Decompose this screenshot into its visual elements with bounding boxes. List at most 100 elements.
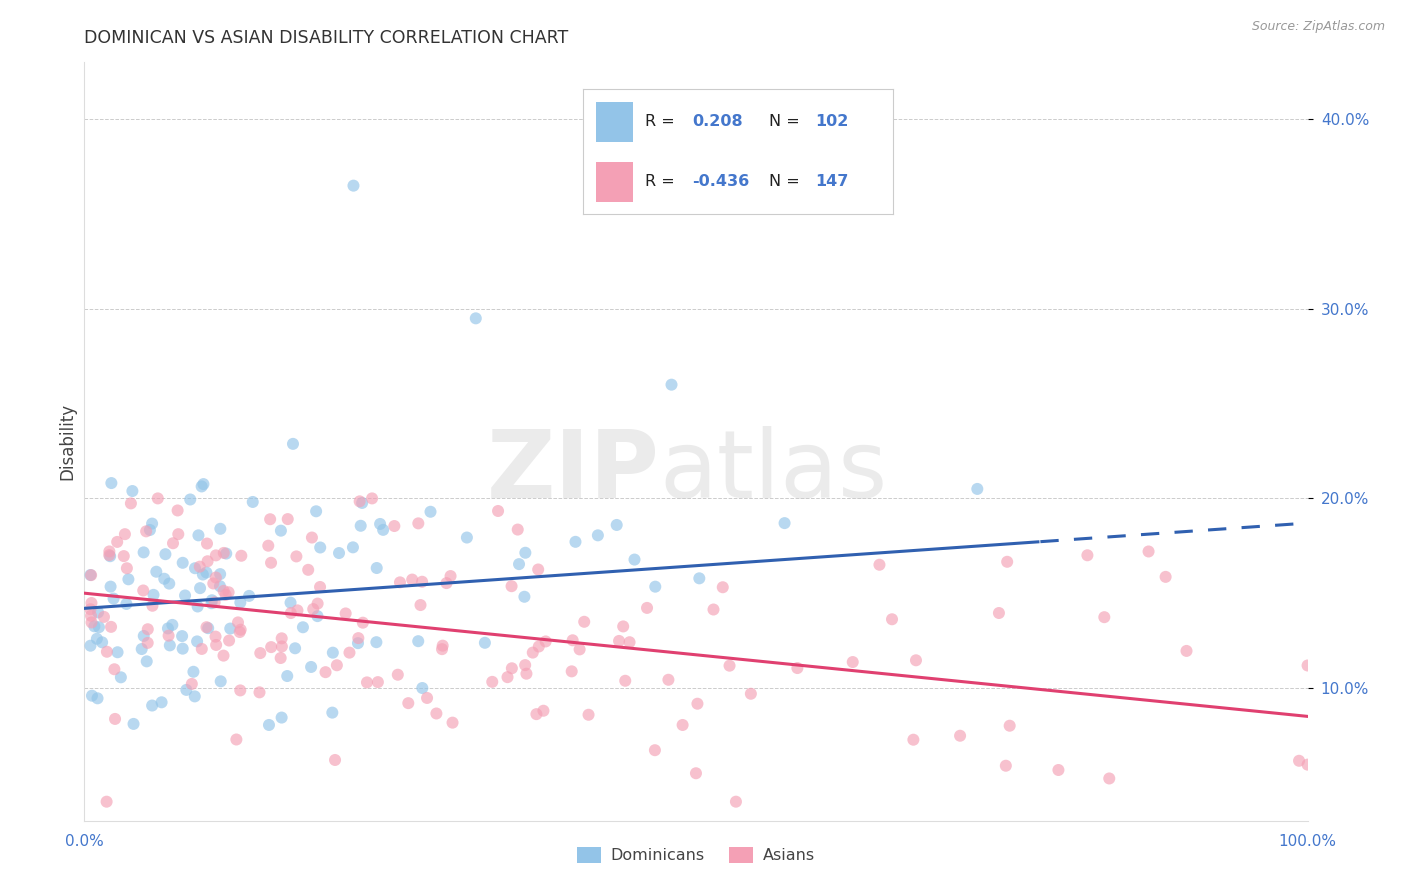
- Point: [270, 651, 292, 665]
- Point: [188, 559, 211, 574]
- Point: [229, 623, 252, 637]
- Point: [987, 606, 1010, 620]
- Point: [100, 620, 122, 634]
- Point: [614, 673, 637, 688]
- Point: [966, 482, 988, 496]
- Point: [166, 503, 188, 517]
- Point: [87, 620, 110, 634]
- Point: [786, 661, 808, 675]
- Bar: [596, 102, 633, 142]
- Point: [270, 632, 292, 646]
- Point: [167, 527, 190, 541]
- Point: [98, 544, 121, 558]
- Y-axis label: Disability: Disability: [58, 403, 76, 480]
- Point: [388, 575, 411, 590]
- Point: [718, 658, 741, 673]
- Text: R =: R =: [645, 114, 681, 129]
- Point: [98, 549, 121, 564]
- Point: [270, 710, 292, 724]
- Point: [257, 718, 280, 732]
- Point: [225, 732, 247, 747]
- Point: [347, 631, 370, 645]
- Point: [352, 615, 374, 630]
- Point: [107, 645, 129, 659]
- Point: [136, 636, 159, 650]
- Point: [218, 585, 240, 599]
- Point: [342, 541, 364, 555]
- Point: [508, 557, 530, 571]
- Point: [112, 549, 135, 563]
- Point: [205, 638, 228, 652]
- Point: [231, 549, 253, 563]
- Point: [315, 665, 337, 680]
- Point: [277, 512, 299, 526]
- Point: [209, 567, 232, 582]
- Point: [299, 660, 322, 674]
- Point: [342, 178, 364, 193]
- Point: [361, 491, 384, 506]
- Point: [172, 641, 194, 656]
- Point: [195, 566, 218, 580]
- Point: [79, 639, 101, 653]
- Point: [141, 516, 163, 531]
- Point: [145, 565, 167, 579]
- Point: [773, 516, 796, 530]
- Point: [686, 697, 709, 711]
- Point: [284, 641, 307, 656]
- Point: [307, 609, 329, 624]
- Point: [515, 546, 537, 560]
- Point: [184, 690, 207, 704]
- Point: [1098, 772, 1121, 786]
- Point: [534, 634, 557, 648]
- Point: [408, 516, 430, 531]
- Point: [157, 576, 180, 591]
- Text: R =: R =: [645, 174, 681, 189]
- Point: [527, 640, 550, 654]
- Point: [995, 555, 1018, 569]
- Point: [184, 561, 207, 575]
- Point: [419, 505, 441, 519]
- Point: [276, 669, 298, 683]
- Point: [103, 591, 125, 606]
- Point: [226, 615, 249, 630]
- Point: [307, 597, 329, 611]
- Point: [91, 635, 114, 649]
- Point: [411, 574, 433, 589]
- Point: [515, 666, 537, 681]
- Point: [80, 615, 103, 630]
- Point: [1296, 658, 1319, 673]
- Point: [396, 696, 419, 710]
- Point: [100, 580, 122, 594]
- Point: [79, 568, 101, 582]
- Point: [302, 602, 325, 616]
- Text: ZIP: ZIP: [486, 425, 659, 518]
- Point: [205, 570, 228, 584]
- Point: [80, 689, 103, 703]
- Point: [190, 479, 212, 493]
- Point: [561, 633, 583, 648]
- Point: [527, 562, 550, 576]
- Point: [80, 596, 103, 610]
- Point: [132, 545, 155, 559]
- Point: [1076, 548, 1098, 563]
- Point: [179, 492, 201, 507]
- Point: [425, 706, 447, 721]
- Point: [994, 758, 1017, 772]
- Point: [249, 685, 271, 699]
- Point: [180, 677, 202, 691]
- Point: [339, 646, 361, 660]
- Point: [87, 606, 110, 620]
- Point: [347, 636, 370, 650]
- Point: [135, 524, 157, 539]
- Point: [260, 640, 283, 654]
- Point: [352, 496, 374, 510]
- Point: [156, 622, 179, 636]
- Point: [280, 596, 302, 610]
- Text: DOMINICAN VS ASIAN DISABILITY CORRELATION CHART: DOMINICAN VS ASIAN DISABILITY CORRELATIO…: [84, 29, 568, 47]
- Point: [162, 618, 184, 632]
- Point: [515, 658, 537, 673]
- Point: [259, 512, 281, 526]
- Point: [382, 519, 405, 533]
- Point: [441, 715, 464, 730]
- Point: [281, 437, 304, 451]
